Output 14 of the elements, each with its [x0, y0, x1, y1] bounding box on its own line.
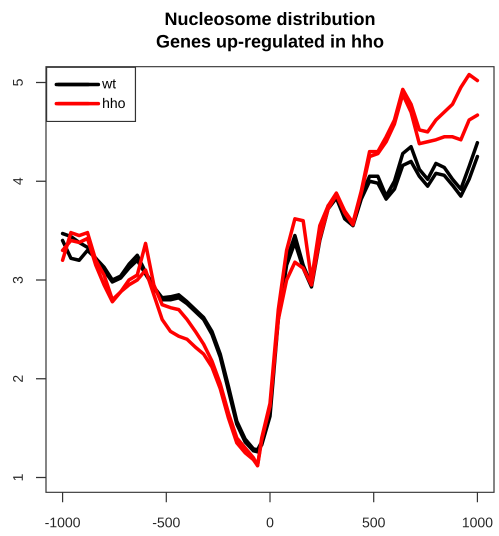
legend-label: hho — [103, 98, 125, 108]
y-tick-label: 4 — [13, 178, 23, 185]
x-tick-label: 1000 — [462, 517, 492, 528]
chart-title: Nucleosome distribution — [166, 12, 374, 26]
chart-subtitle: Genes up-regulated in hho — [156, 34, 384, 52]
legend-label: wt — [102, 79, 116, 88]
y-tick-label: 3 — [12, 276, 23, 284]
y-tick-label: 2 — [13, 376, 23, 382]
x-tick-label: -1000 — [45, 517, 80, 528]
x-tick-label: 500 — [362, 517, 385, 528]
x-tick-label: -500 — [152, 517, 180, 528]
y-tick-label: 1 — [13, 474, 23, 480]
y-tick-label: 5 — [13, 79, 23, 86]
x-tick-label: 0 — [266, 517, 274, 528]
